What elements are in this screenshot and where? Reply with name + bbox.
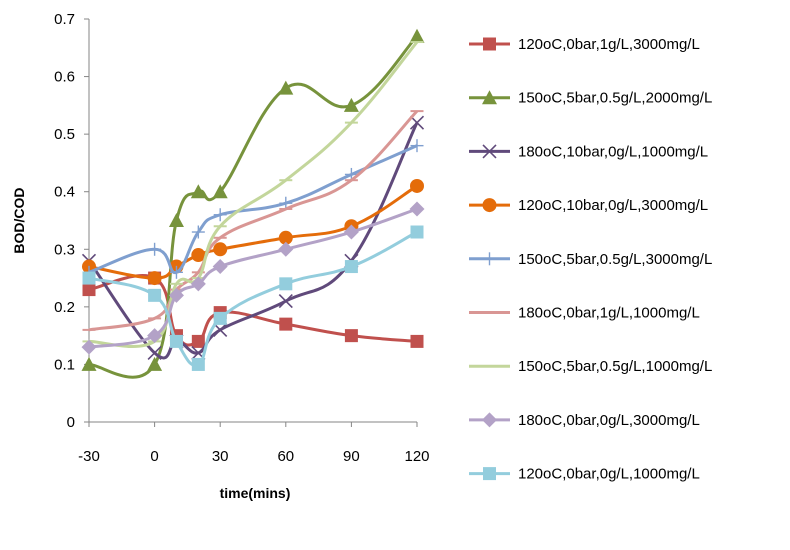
x-axis-title: time(mins)	[220, 485, 291, 501]
data-point	[213, 208, 227, 222]
series-line	[88, 207, 418, 349]
legend-label: 180oC,0bar,1g/L,1000mg/L	[518, 305, 700, 322]
data-point	[191, 334, 205, 348]
data-point	[279, 277, 293, 291]
data-point	[191, 225, 205, 239]
data-point	[81, 339, 97, 355]
data-point	[278, 241, 294, 257]
legend-label: 180oC,10bar,0g/L,1000mg/L	[518, 143, 708, 160]
plot-area: 00.10.20.30.40.50.60.7-30 0 30 60 90 120	[54, 11, 429, 465]
data-point	[147, 356, 163, 371]
data-point	[410, 225, 424, 239]
legend-item-3: 180oC,10bar,0g/L,1000mg/L	[469, 143, 708, 160]
data-point	[190, 276, 206, 292]
data-point	[168, 213, 184, 227]
legend-item-1: 120oC,0bar,1g/L,3000mg/L	[469, 36, 700, 53]
data-point	[343, 224, 359, 240]
legend: 120oC,0bar,1g/L,3000mg/L 150oC,5bar,0.5g/…	[469, 36, 712, 483]
series-line	[88, 41, 419, 349]
legend-label: 120oC,0bar,1g/L,3000mg/L	[518, 36, 700, 53]
legend-item-2: 150oC,5bar,0.5g/L,2000mg/L	[469, 90, 712, 107]
y-tick-label: 0.7	[54, 11, 75, 28]
data-point	[147, 345, 162, 360]
x-tick-label: 120	[404, 448, 429, 465]
data-point	[410, 139, 424, 153]
legend-item-7: 150oC,5bar,0.5g/L,1000mg/L	[469, 358, 712, 375]
data-point	[212, 259, 228, 275]
legend-item-5: 150oC,5bar,0.5g/L,3000mg/L	[469, 251, 712, 268]
data-point	[82, 271, 96, 285]
x-tick-label: 60	[277, 448, 294, 465]
legend-item-6: 180oC,0bar,1g/L,1000mg/L	[469, 305, 700, 322]
data-point	[344, 260, 358, 274]
legend-marker	[483, 467, 496, 481]
legend-label: 180oC,0bar,0g/L,3000mg/L	[518, 412, 700, 429]
y-tick-label: 0	[67, 414, 75, 431]
y-tick-label: 0.1	[54, 356, 75, 373]
y-axis-title: BOD/COD	[11, 187, 27, 253]
legend-label: 150oC,5bar,0.5g/L,2000mg/L	[518, 90, 712, 107]
legend-label: 150oC,5bar,0.5g/L,3000mg/L	[518, 251, 712, 268]
data-point	[191, 248, 206, 263]
series-8	[81, 201, 425, 355]
legend-item-8: 180oC,0bar,0g/L,3000mg/L	[469, 412, 700, 429]
y-tick-label: 0.2	[54, 299, 75, 316]
series-line	[88, 35, 419, 379]
x-tick-label: 90	[343, 448, 360, 465]
data-point	[81, 356, 97, 371]
data-point	[191, 357, 205, 371]
legend-marker	[482, 412, 497, 428]
series-4	[82, 178, 424, 286]
data-point	[409, 115, 425, 130]
y-tick-label: 0.6	[54, 69, 75, 86]
legend-label: 120oC,10bar,0g/L,3000mg/L	[518, 197, 708, 214]
data-point	[213, 311, 227, 325]
legend-label: 150oC,5bar,0.5g/L,1000mg/L	[518, 358, 712, 375]
data-point	[212, 184, 228, 199]
x-tick-label: 30	[212, 448, 229, 465]
data-point	[169, 334, 183, 348]
data-point	[344, 329, 358, 343]
series-2	[81, 28, 425, 379]
data-point	[278, 230, 293, 245]
data-point	[190, 184, 206, 199]
x-tick-label: -30	[78, 448, 100, 465]
legend-marker	[483, 37, 496, 51]
series-9	[82, 225, 424, 371]
x-tick-label: 0	[150, 448, 158, 465]
legend-marker	[483, 252, 496, 266]
data-point	[147, 328, 163, 344]
data-point	[410, 334, 424, 348]
data-point	[409, 201, 425, 217]
data-point	[82, 283, 96, 297]
y-tick-label: 0.4	[54, 184, 75, 201]
data-point	[279, 317, 293, 331]
legend-label: 120oC,0bar,0g/L,1000mg/L	[518, 466, 700, 483]
data-point	[213, 242, 228, 257]
data-point	[147, 271, 162, 286]
series-1	[82, 271, 424, 348]
data-point	[278, 294, 293, 309]
legend-marker	[482, 90, 497, 105]
y-tick-label: 0.5	[54, 126, 75, 143]
y-tick-label: 0.3	[54, 241, 75, 258]
data-point	[343, 97, 359, 112]
legend-item-9: 120oC,0bar,0g/L,1000mg/L	[469, 466, 700, 483]
legend-marker	[482, 198, 497, 213]
data-point	[148, 242, 162, 256]
data-point	[410, 178, 424, 193]
data-point	[169, 265, 183, 279]
data-point	[148, 288, 162, 302]
legend-item-4: 120oC,10bar,0g/L,3000mg/L	[469, 197, 708, 214]
data-point	[409, 28, 425, 43]
series-7	[82, 41, 424, 349]
data-point	[278, 80, 294, 95]
legend-marker	[482, 144, 497, 159]
data-point	[168, 287, 184, 303]
